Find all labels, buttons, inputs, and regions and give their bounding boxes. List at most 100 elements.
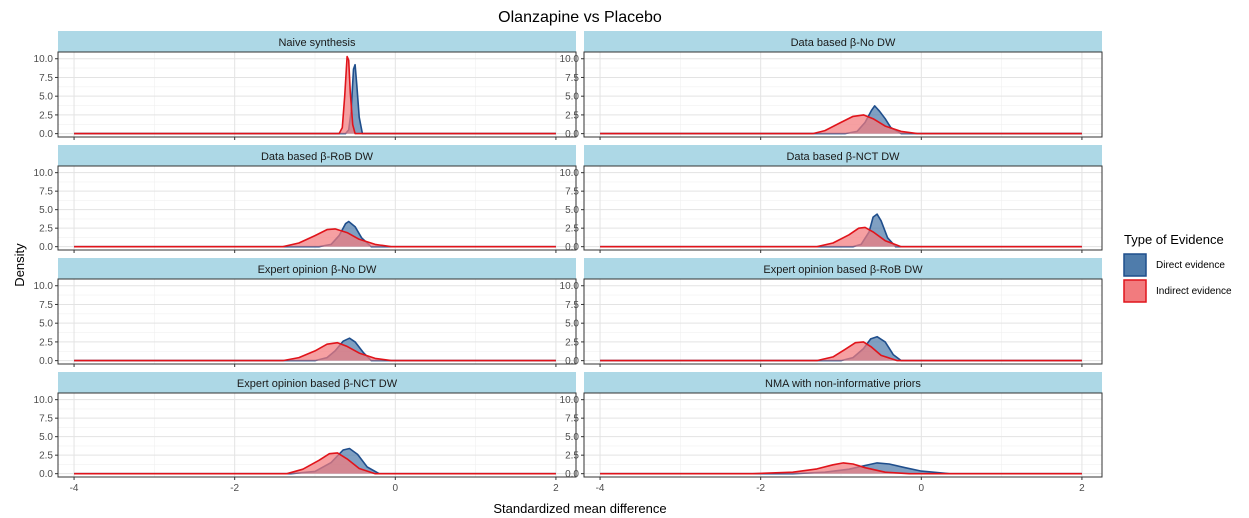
facet-strip-label: Data based β-RoB DW [261,151,374,163]
y-tick-label: 2.5 [565,224,579,235]
y-tick-label: 7.5 [565,73,579,84]
panel-border [583,165,1103,251]
y-tick-label: 7.5 [39,73,53,84]
chart-title: Olanzapine vs Placebo [498,9,662,26]
x-tick-label: -4 [596,483,605,494]
y-tick-label: 10.0 [34,54,54,65]
y-tick-label: 5.0 [39,432,53,443]
y-tick-label: 2.5 [565,337,579,348]
facet-strip-label: Data based β-No DW [791,37,896,49]
legend: Type of Evidence Direct evidence Indirec… [1123,232,1232,303]
y-tick-label: 5.0 [565,319,579,330]
density-area [600,227,1082,247]
facet-strip [58,31,576,52]
y-tick-label: 10.0 [34,168,54,179]
density-area [600,114,1082,134]
facet-strip [58,258,576,279]
y-tick-label: 2.5 [565,451,579,462]
density-area [74,228,556,247]
plot-background [584,166,1102,250]
density-line [600,341,1082,362]
legend-label-indirect: Indirect evidence [1156,286,1232,297]
y-tick-label: 0.0 [565,242,579,253]
y-tick-label: 0.0 [39,129,53,140]
legend-label-direct: Direct evidence [1156,260,1225,271]
y-tick-label: 2.5 [39,224,53,235]
y-tick-label: 0.0 [39,469,53,480]
facet-strip-label: Expert opinion β-No DW [258,264,377,276]
facet-strip-label: Naive synthesis [278,37,356,49]
y-tick-label: 7.5 [39,414,53,425]
facet-panel: Data based β-NCT DW 0.0 2.5 5.0 7.5 10.0 [560,145,1103,253]
facet-strip-label: NMA with non-informative priors [765,378,921,390]
y-tick-label: 5.0 [565,432,579,443]
y-tick-label: 7.5 [565,414,579,425]
facet-strip-label: Expert opinion based β-RoB DW [763,264,923,276]
legend-swatch-direct [1123,253,1147,277]
y-tick-label: 10.0 [560,395,580,406]
y-tick-label: 5.0 [39,319,53,330]
density-line [600,226,1082,248]
y-tick-label: 10.0 [560,168,580,179]
facet-strip-label: Expert opinion based β-NCT DW [237,378,398,390]
plot-background [58,52,576,137]
y-tick-label: 10.0 [560,281,580,292]
facet-strip [584,145,1102,166]
facet-panel: Data based β-No DW 0.0 2.5 5.0 7.5 10.0 [560,31,1103,140]
y-tick-label: 2.5 [565,110,579,121]
x-tick-label: -4 [70,483,79,494]
facet-strip [58,145,576,166]
facet-strip [584,372,1102,393]
facet-panel: NMA with non-informative priors 0.0 2.5 5.0… [560,372,1103,494]
panel-border [583,278,1103,365]
facet-panel: Expert opinion based β-NCT DW 0.0 2.5 5.0 7.… [34,372,577,494]
y-tick-label: 10.0 [560,54,580,65]
facet-panel: Expert opinion based β-RoB DW 0.0 2.5 5.0 7.… [560,258,1103,367]
x-tick-label: -2 [230,483,239,494]
y-tick-label: 7.5 [39,300,53,311]
facet-panel: Expert opinion β-No DW 0.0 2.5 5.0 7.5 10.0 [34,258,577,367]
legend-title: Type of Evidence [1124,232,1224,247]
y-tick-label: 0.0 [39,356,53,367]
x-axis-title: Standardized mean difference [493,501,666,516]
y-tick-label: 10.0 [34,281,54,292]
panel-border [583,392,1103,478]
density-line [600,114,1082,135]
density-line [74,452,556,475]
y-tick-label: 0.0 [565,356,579,367]
density-area [600,462,1082,474]
x-tick-label: 0 [393,483,399,494]
panel-border [57,392,577,478]
y-tick-label: 5.0 [565,92,579,103]
y-tick-label: 2.5 [39,451,53,462]
y-tick-label: 2.5 [39,110,53,121]
y-tick-label: 5.0 [39,92,53,103]
density-line [74,55,556,135]
y-tick-label: 5.0 [39,205,53,216]
x-tick-label: 2 [1079,483,1085,494]
facet-panel: Naive synthesis 0.0 2.5 5.0 7.5 10.0 [34,31,577,140]
y-tick-label: 7.5 [565,187,579,198]
y-tick-label: 5.0 [565,205,579,216]
y-tick-label: 2.5 [39,337,53,348]
facet-strip [584,258,1102,279]
x-tick-label: -2 [756,483,765,494]
density-line [74,341,556,362]
panel-border [57,51,577,138]
facet-strip [584,31,1102,52]
y-tick-label: 7.5 [565,300,579,311]
y-tick-label: 0.0 [565,129,579,140]
density-area [600,341,1082,361]
panel-border [583,51,1103,138]
y-tick-label: 0.0 [39,242,53,253]
y-axis-title: Density [12,243,27,287]
y-tick-label: 7.5 [39,187,53,198]
facet-panel: Data based β-RoB DW 0.0 2.5 5.0 7.5 10.0 [34,145,577,253]
panel-border [57,278,577,365]
density-line [74,228,556,248]
x-tick-label: 2 [553,483,559,494]
density-line [600,462,1082,475]
legend-swatch-indirect [1123,279,1147,303]
